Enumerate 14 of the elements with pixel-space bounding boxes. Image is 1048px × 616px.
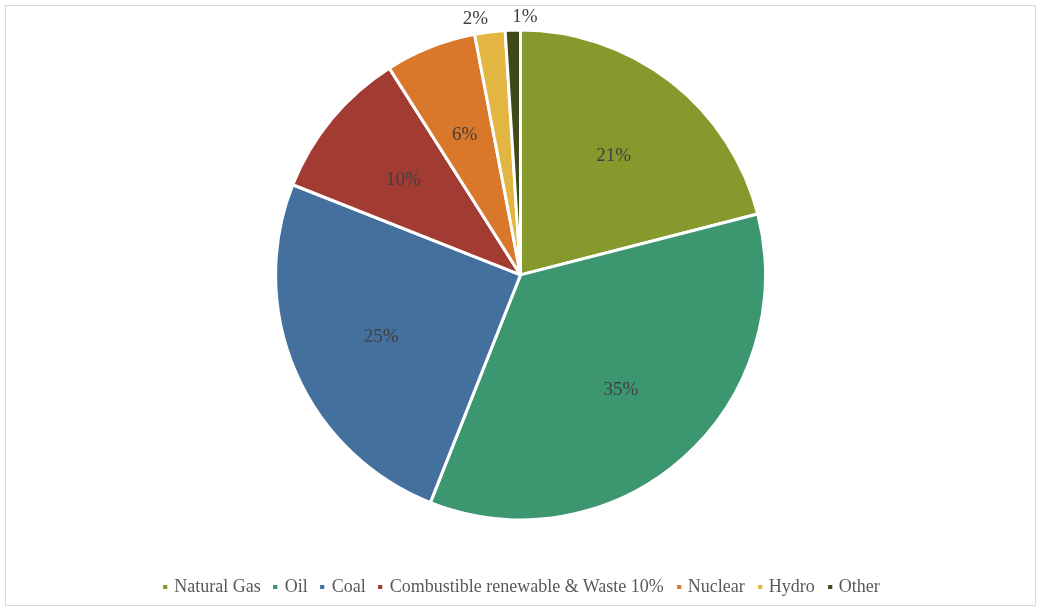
data-label: 21% <box>596 144 632 166</box>
legend-label: Oil <box>284 576 308 597</box>
data-label: 6% <box>451 123 478 145</box>
legend-label: Coal <box>331 576 366 597</box>
data-label: 1% <box>512 4 538 26</box>
legend-label: Other <box>838 576 880 597</box>
legend-label: Combustible renewable & Waste 10% <box>389 576 664 597</box>
data-label: 35% <box>603 378 639 400</box>
legend-label: Nuclear <box>687 576 745 597</box>
data-label: 25% <box>363 324 399 346</box>
legend-label: Natural Gas <box>174 576 261 597</box>
data-label: 2% <box>462 6 489 28</box>
legend-label: Hydro <box>768 576 815 597</box>
data-label: 10% <box>386 167 422 189</box>
